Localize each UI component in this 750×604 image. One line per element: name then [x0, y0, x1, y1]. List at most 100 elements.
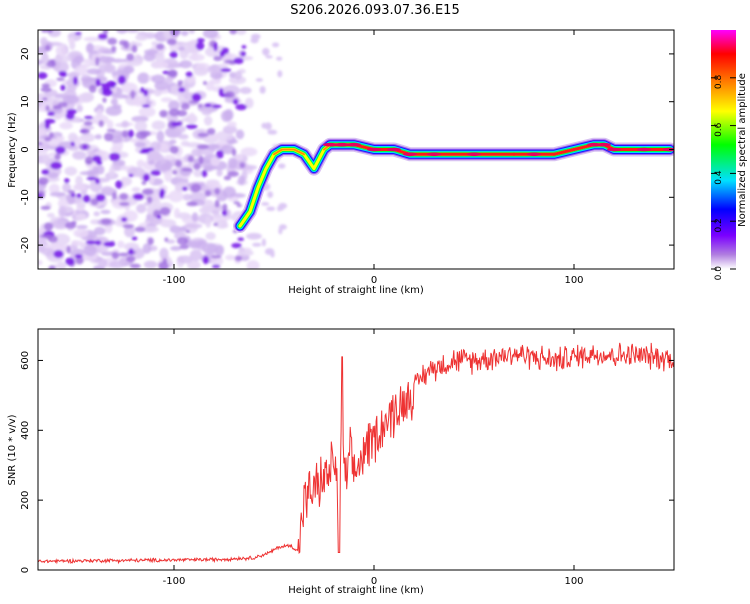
noise-blob: [158, 142, 169, 152]
noise-blob: [156, 130, 165, 143]
noise-blob: [238, 175, 246, 186]
noise-blob: [67, 37, 75, 44]
figure-title: S206.2026.093.07.36.E15: [290, 3, 459, 18]
noise-peak: [95, 193, 106, 202]
noise-blob: [100, 209, 111, 215]
noise-peak: [202, 256, 209, 265]
noise-blob: [120, 82, 138, 94]
noise-blob: [278, 163, 286, 169]
noise-peak: [223, 175, 232, 181]
noise-peak: [100, 218, 112, 225]
noise-blob: [240, 147, 258, 157]
noise-peak: [48, 265, 56, 269]
noise-blob: [261, 202, 270, 206]
noise-blob: [151, 41, 159, 46]
noise-peak: [156, 214, 162, 220]
noise-blob: [277, 70, 283, 78]
noise-peak: [213, 55, 223, 61]
noise-peak: [182, 186, 188, 191]
noise-blob: [110, 98, 118, 106]
noise-peak: [38, 72, 48, 80]
noise-blob: [108, 167, 115, 178]
noise-blob: [96, 165, 105, 175]
noise-blob: [75, 213, 87, 220]
snr-y-label: SNR (10 * v/v): [7, 414, 18, 485]
noise-peak: [64, 177, 70, 184]
noise-blob: [75, 175, 83, 187]
noise-peak: [229, 30, 238, 35]
colorbar: 0.0 0.2 0.4 0.6 0.8 Normalized spectral ampl…: [711, 30, 748, 280]
noise-peak: [38, 142, 43, 146]
noise-blob: [178, 134, 189, 140]
noise-peak: [95, 178, 100, 185]
noise-blob: [129, 138, 141, 143]
noise-peak: [128, 129, 134, 138]
ridge-max: [427, 152, 441, 157]
noise-blob: [153, 88, 162, 97]
noise-blob: [188, 241, 203, 249]
noise-blob: [71, 240, 84, 246]
noise-blob: [151, 74, 166, 84]
noise-blob: [262, 47, 270, 56]
noise-peak: [46, 234, 54, 240]
colorbar-tick-label: 0.8: [714, 75, 724, 90]
ridge-max: [587, 142, 601, 147]
noise-peak: [220, 68, 232, 73]
snr-line: [38, 342, 674, 565]
noise-peak: [90, 198, 99, 206]
noise-blob: [153, 61, 169, 69]
noise-peak: [191, 93, 202, 102]
ridge-max: [323, 142, 337, 147]
noise-peak: [216, 150, 224, 159]
spectral-ridge: [233, 137, 674, 233]
noise-peak: [128, 173, 134, 178]
noise-peak: [94, 240, 102, 246]
noise-blob: [80, 63, 91, 68]
noise-blob: [93, 211, 100, 217]
noise-peak: [95, 57, 100, 66]
noise-peak: [67, 190, 76, 194]
noise-peak: [172, 170, 178, 175]
noise-peak: [142, 173, 151, 182]
snr-frame: [37, 328, 675, 571]
noise-peak: [60, 84, 66, 91]
ridge-max: [347, 142, 361, 147]
noise-peak: [195, 41, 205, 51]
colorbar-label: Normalized spectral amplitude: [737, 73, 748, 227]
noise-peak: [211, 255, 222, 259]
noise-peak: [134, 226, 146, 233]
noise-peak: [233, 57, 244, 65]
snr-axes: -100 0 100 0 200 400 600: [20, 329, 674, 587]
noise-peak: [48, 131, 54, 139]
colorbar-gradient: [711, 30, 736, 269]
snr-y-tick-label: 400: [20, 421, 31, 440]
noise-peak: [239, 162, 246, 169]
noise-peak: [231, 242, 242, 249]
noise-blob: [235, 30, 247, 35]
noise-blob: [264, 248, 275, 255]
noise-peak: [128, 248, 134, 256]
noise-blob: [154, 159, 173, 172]
snr-y-tick-label: 600: [20, 351, 31, 370]
noise-blob: [177, 212, 191, 220]
noise-blob: [211, 210, 220, 215]
noise-blob: [117, 240, 125, 249]
noise-blob: [222, 125, 238, 134]
noise-blob: [106, 119, 114, 130]
noise-blob: [131, 115, 149, 123]
noise-blob: [86, 68, 102, 75]
noise-peak: [42, 97, 48, 101]
noise-peak: [198, 155, 204, 165]
snr-panel: -100 0 100 0 200 400 600 Height of straight li…: [7, 328, 675, 596]
noise-peak: [222, 203, 228, 212]
ridge-max: [597, 142, 611, 147]
noise-peak: [73, 76, 78, 86]
noise-peak: [202, 81, 208, 86]
noise-blob: [53, 60, 70, 73]
noise-peak: [58, 70, 67, 76]
noise-blob: [135, 33, 148, 41]
noise-peak: [40, 87, 52, 93]
noise-peak: [169, 30, 181, 37]
noise-peak: [40, 205, 51, 210]
